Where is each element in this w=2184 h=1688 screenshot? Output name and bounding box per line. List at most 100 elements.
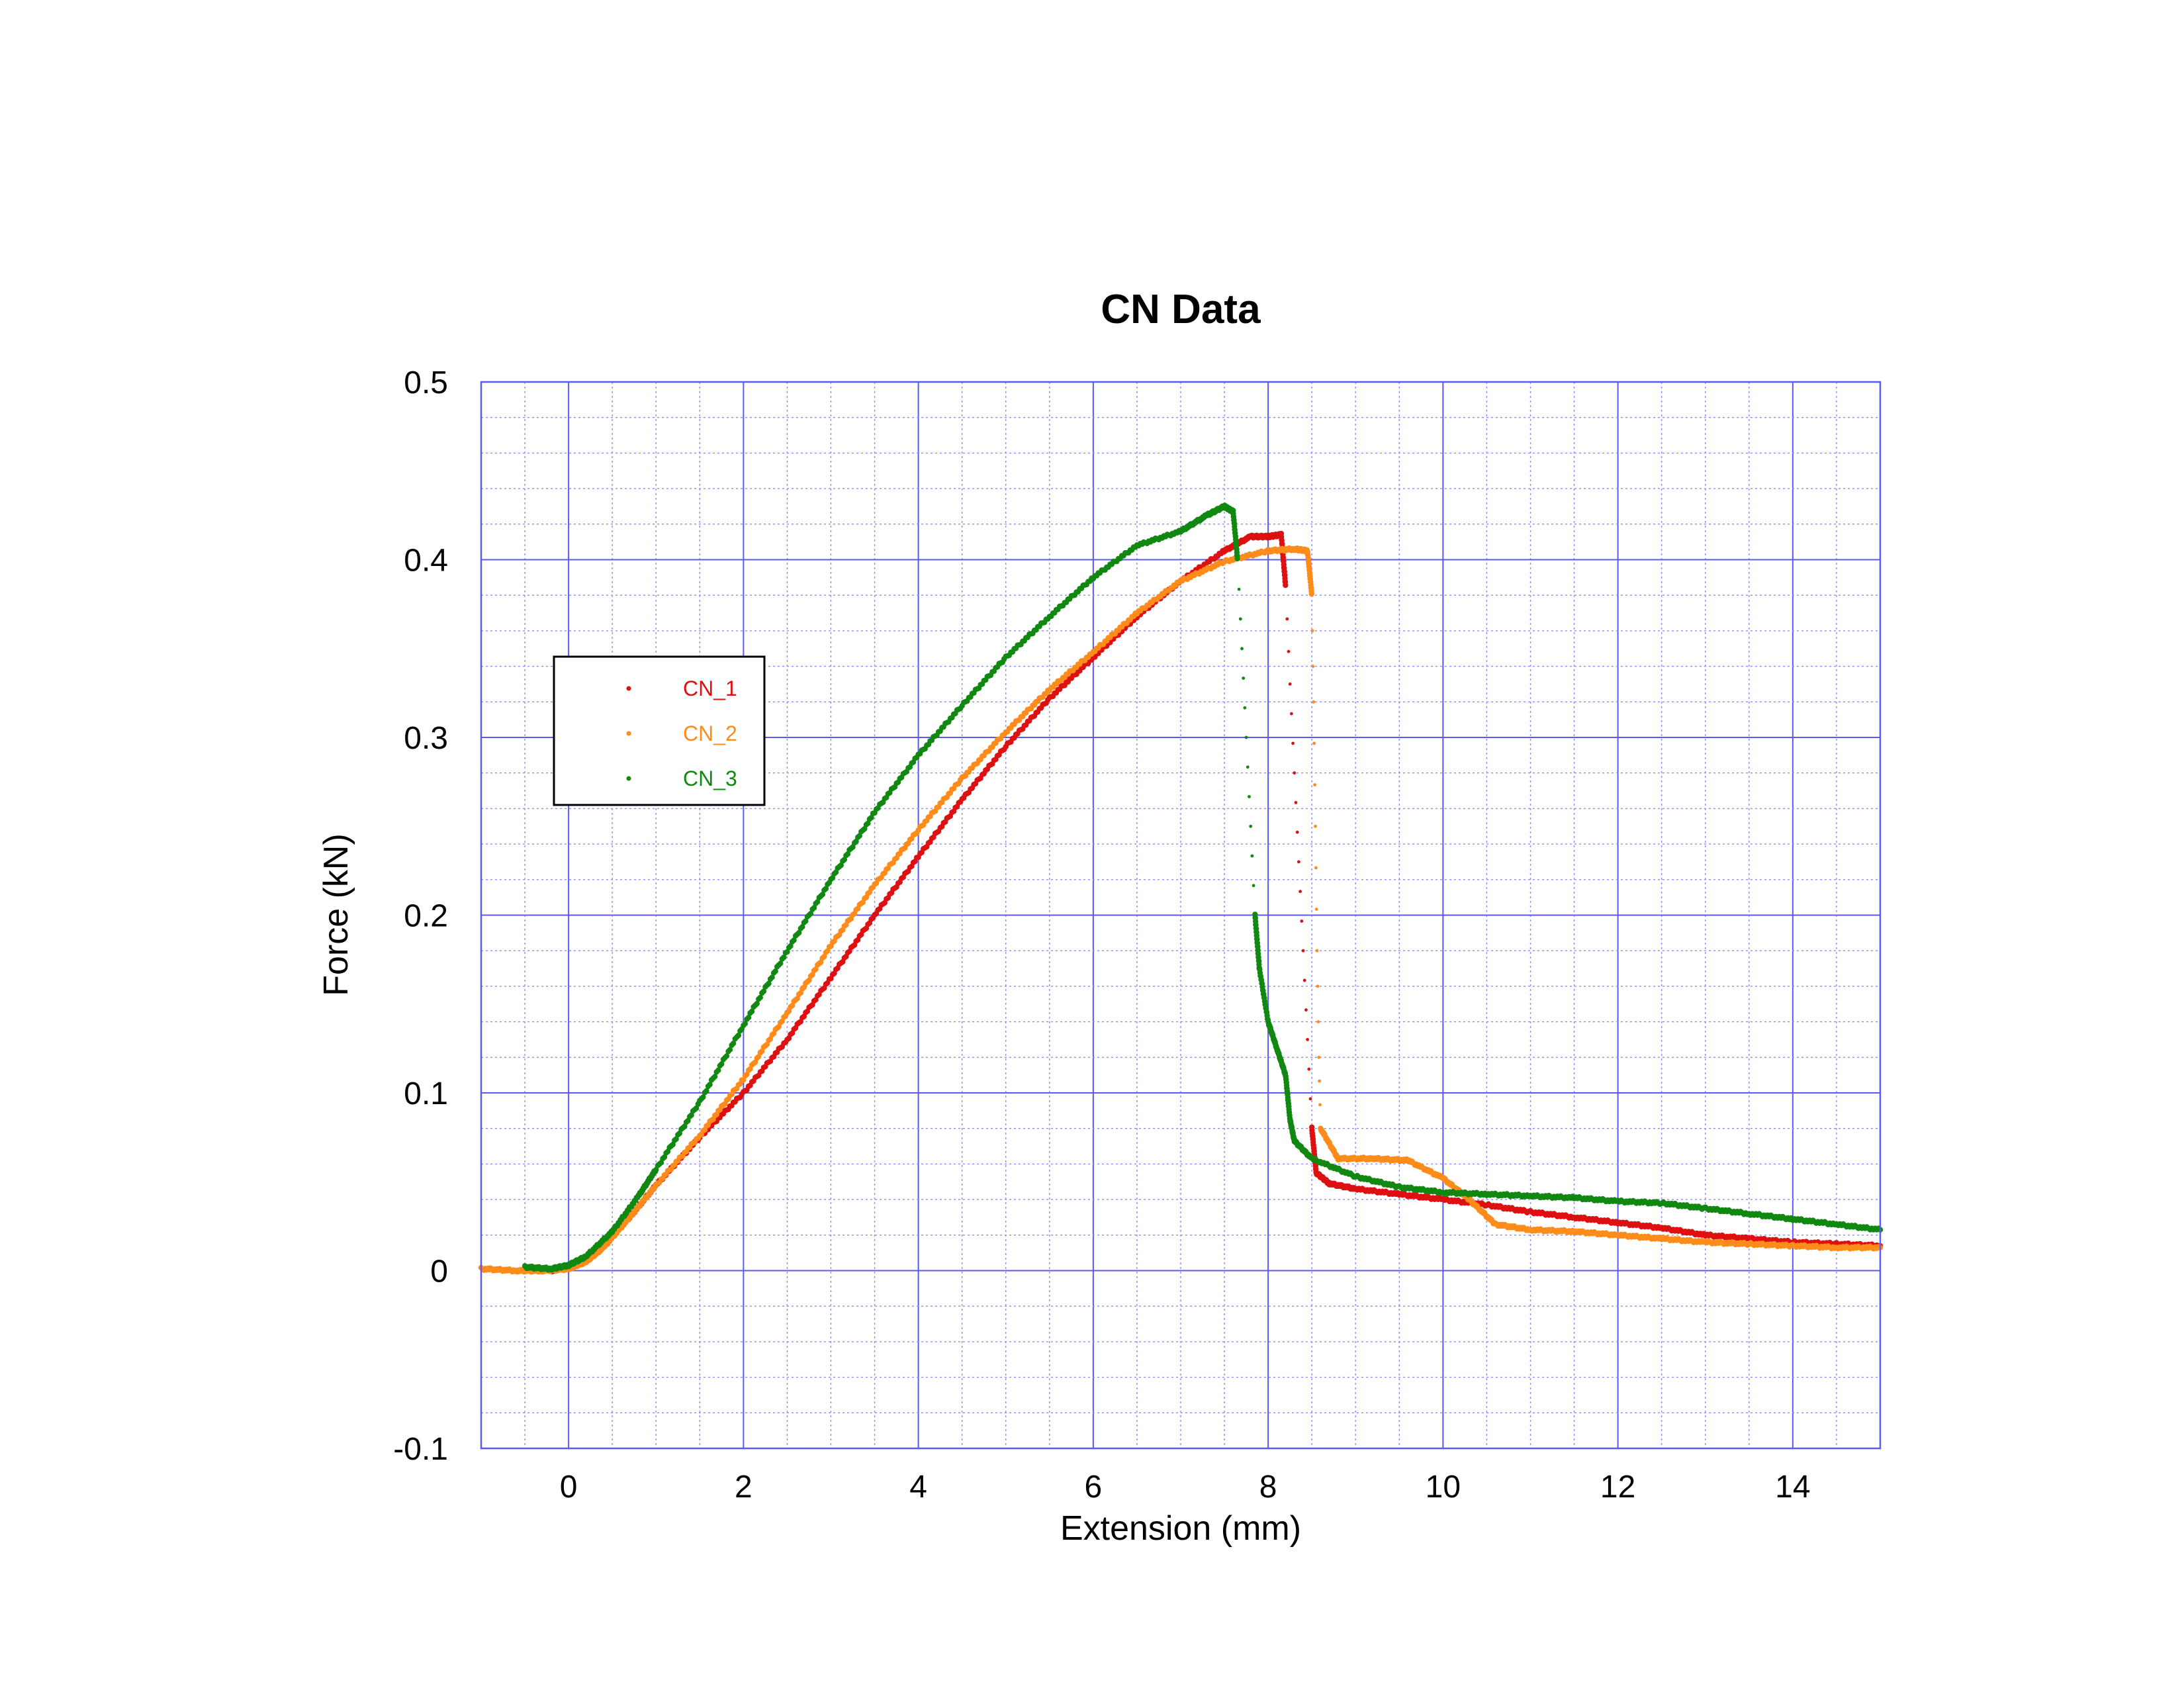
data-point [1288,682,1292,686]
data-point [1307,1067,1311,1071]
data-point [797,990,804,996]
data-point [769,974,775,980]
data-point [1298,890,1302,894]
data-point [1302,978,1306,982]
data-point [791,937,797,943]
y-tick-label: 0 [430,1254,448,1289]
data-point [784,949,790,955]
data-point [1300,919,1304,923]
data-point [823,886,829,892]
data-point [719,1061,725,1067]
data-point [1236,558,1240,561]
data-point [788,943,794,949]
data-point [707,1082,713,1088]
data-point [1318,1103,1322,1107]
legend-label-CN_3: CN_3 [683,767,737,790]
x-tick-label: 0 [560,1470,578,1505]
data-point [1242,677,1246,680]
data-point [1313,783,1316,786]
data-point [1285,617,1289,621]
data-point [1311,665,1315,668]
data-point [809,972,815,978]
data-point [715,1067,721,1074]
data-point [1297,860,1300,864]
data-point [1290,712,1293,716]
data-point [818,959,824,965]
data-point [799,924,805,930]
data-point [1251,884,1255,888]
data-point [1250,854,1254,858]
y-tick-label: -0.1 [393,1432,448,1467]
data-point [1248,795,1251,798]
data-point [730,1041,737,1047]
x-tick-label: 14 [1775,1470,1810,1505]
data-point [676,1130,682,1137]
data-point [760,988,767,994]
y-tick-label: 0.5 [404,365,448,400]
data-point [1237,587,1241,591]
data-point [1315,949,1319,953]
data-point [1293,771,1297,775]
data-point [1244,735,1248,739]
x-tick-label: 6 [1085,1470,1103,1505]
legend-marker-CN_3 [626,776,631,781]
legend-marker-CN_2 [626,731,631,736]
legend-box [553,655,766,806]
x-tick-label: 8 [1259,1470,1277,1505]
data-point [856,833,862,839]
data-point [1317,1055,1321,1059]
data-point [838,862,844,868]
series-CN_3 [522,502,1884,1273]
plot-series [478,502,1884,1275]
data-point [1310,629,1314,633]
data-point [796,929,802,936]
plot-frame [480,381,1882,1450]
y-axis-label: Force (kN) [317,833,355,996]
data-point [682,1123,688,1129]
data-point [862,825,868,832]
data-point [658,1160,664,1166]
data-point [821,953,827,960]
data-point [778,961,784,966]
data-point [803,918,809,924]
x-tick-label: 2 [735,1470,752,1505]
data-point [1314,908,1318,911]
data-point [781,954,787,961]
data-point [704,1088,709,1094]
data-point [844,851,851,857]
data-point [694,1105,700,1111]
data-point [1301,949,1305,953]
data-point [1249,824,1253,828]
legend-marker-CN_1 [626,686,631,691]
data-point [1312,741,1316,745]
data-point [723,1053,730,1059]
data-point [801,984,807,990]
data-point [700,1094,706,1100]
data-point [815,899,821,905]
data-point [1246,765,1250,769]
data-point [813,966,819,972]
data-point [819,892,826,898]
data-point [754,1000,760,1007]
data-point [673,1136,679,1142]
data-point [1284,585,1287,588]
y-tick-label: 0.3 [404,721,448,756]
data-point [661,1154,668,1160]
data-point [745,1015,752,1021]
data-point [727,1047,733,1053]
data-point [1295,830,1299,834]
data-point [868,815,874,821]
data-point [794,996,800,1002]
data-point [789,1002,796,1009]
legend: CN_1 CN_2 CN_3 [553,655,766,806]
data-point [772,968,778,974]
tick-labels: 0 2 4 6 8 10 12 14 -0.1 0 0.1 0.2 0.3 0.4 0.5 [393,365,1810,1505]
data-point [1287,649,1291,653]
legend-label-CN_2: CN_2 [683,722,737,745]
data-point [664,1149,671,1154]
data-point [742,1021,749,1027]
y-tick-label: 0.1 [404,1076,448,1111]
x-axis-label: Extension (mm) [1060,1509,1301,1548]
x-tick-label: 12 [1600,1470,1635,1505]
